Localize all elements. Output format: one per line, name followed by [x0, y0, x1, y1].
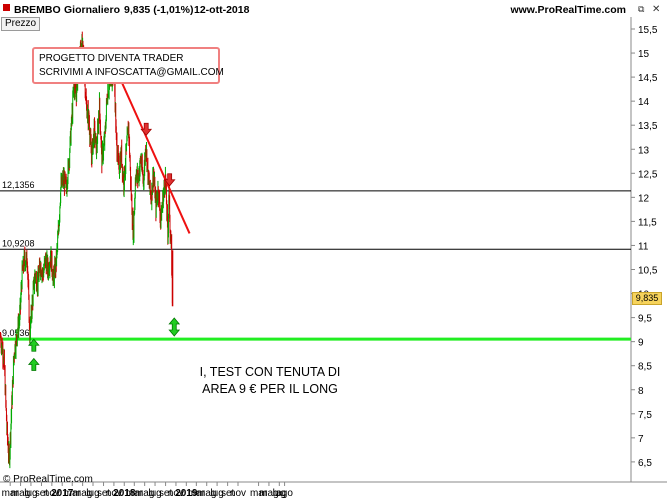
site-label: www.ProRealTime.com [509, 4, 626, 16]
y-tick-label: 6,5 [638, 458, 652, 469]
x-tick-label: mag [11, 488, 30, 499]
y-tick-label: 10,5 [638, 266, 658, 277]
x-tick-label: 2019 [175, 488, 198, 499]
x-tick-label: set [35, 488, 49, 499]
x-tick-label: ago [276, 488, 293, 499]
y-tick-label: 7,5 [638, 410, 652, 421]
x-tick-label: mar [2, 488, 20, 499]
y-tick-label: 13 [638, 145, 650, 156]
period-label: Giornaliero [64, 4, 120, 16]
x-tick-label: mar [126, 488, 144, 499]
y-tick-label: 14,5 [638, 73, 658, 84]
up-arrow-icon [27, 338, 40, 352]
level-label: 10,9208 [2, 238, 35, 248]
x-tick-label: nov [44, 488, 60, 499]
header-bar: BREMBO Giornaliero 9,835 (-1,01%) 12-ott… [3, 4, 660, 16]
x-tick-label: mar [64, 488, 82, 499]
x-tick-label: nov [168, 488, 184, 499]
x-tick-label: 2017 [51, 488, 74, 499]
x-tick-label: 2018 [113, 488, 136, 499]
down-arrow-icon [163, 173, 176, 187]
price-series [0, 31, 174, 469]
note-box: PROGETTO DIVENTA TRADER SCRIVIMI A INFOS… [32, 47, 224, 84]
y-tick-label: 11 [638, 241, 649, 252]
y-tick-label: 11,5 [638, 217, 657, 228]
x-tick-label: lug [24, 488, 37, 499]
note-line-2: SCRIVIMI A INFOSCATTA@GMAIL.COM [39, 67, 224, 78]
double-arrow-icon [168, 317, 181, 337]
maximize-icon[interactable]: ⧉ [638, 4, 645, 14]
x-tick-label: nov [106, 488, 122, 499]
down-arrow-icon [140, 122, 153, 136]
last-price-tag: 9,835 [632, 292, 662, 305]
trendline [113, 64, 191, 234]
y-tick-label: 14 [638, 97, 650, 108]
y-tick-label: 12,5 [638, 169, 658, 180]
symbol-label: BREMBO [14, 4, 61, 16]
close-icon[interactable]: ✕ [652, 4, 660, 15]
up-arrow-icon [27, 357, 40, 371]
x-tick-label: nov [230, 488, 246, 499]
x-tick-label: mag [135, 488, 154, 499]
x-tick-label: set [97, 488, 111, 499]
x-tick-label: lug [210, 488, 223, 499]
x-tick-label: mag [259, 488, 278, 499]
y-tick-label: 15,5 [638, 25, 658, 36]
x-tick-label: set [221, 488, 235, 499]
x-tick-label: mag [73, 488, 92, 499]
x-tick-label: set [159, 488, 173, 499]
x-tick-label: mar [250, 488, 268, 499]
trendline-group [113, 64, 191, 234]
level-label: 9,0536 [2, 328, 30, 338]
x-tick-label: mar [188, 488, 206, 499]
y-axis-ticks: 6,577,588,599,51010,51111,51212,51313,51… [631, 25, 658, 469]
y-tick-label: 9 [638, 338, 644, 349]
y-tick-label: 8,5 [638, 362, 652, 373]
x-tick-label: lug [148, 488, 161, 499]
y-tick-label: 8 [638, 386, 644, 397]
y-tick-label: 9,5 [638, 314, 652, 325]
y-tick-label: 12 [638, 193, 650, 204]
y-tick-label: 7 [638, 434, 644, 445]
price-change-label: 9,835 (-1,01%) [124, 4, 193, 16]
analysis-comment: I, TEST CON TENUTA DI AREA 9 € PER IL LO… [180, 364, 360, 398]
panel-label: Prezzo [1, 17, 41, 31]
comment-line-1: I, TEST CON TENUTA DI [199, 365, 341, 379]
x-tick-label: lug [273, 488, 286, 499]
comment-line-2: AREA 9 € PER IL LONG [202, 382, 338, 396]
note-line-1: PROGETTO DIVENTA TRADER [39, 53, 184, 64]
date-label: 12-ott-2018 [194, 4, 250, 16]
logo-icon [3, 4, 10, 11]
x-tick-label: mag [197, 488, 216, 499]
y-tick-label: 15 [638, 49, 650, 60]
copyright-label: © ProRealTime.com [3, 474, 93, 485]
y-tick-label: 13,5 [638, 121, 658, 132]
horizontal-levels: 12,1356 10,9208 9,0536 [0, 180, 631, 341]
x-tick-label: lug [86, 488, 99, 499]
x-axis-ticks: marmaglugsetnov2017marmaglugsetnov2018ma… [2, 482, 293, 499]
level-label: 12,1356 [2, 180, 35, 190]
